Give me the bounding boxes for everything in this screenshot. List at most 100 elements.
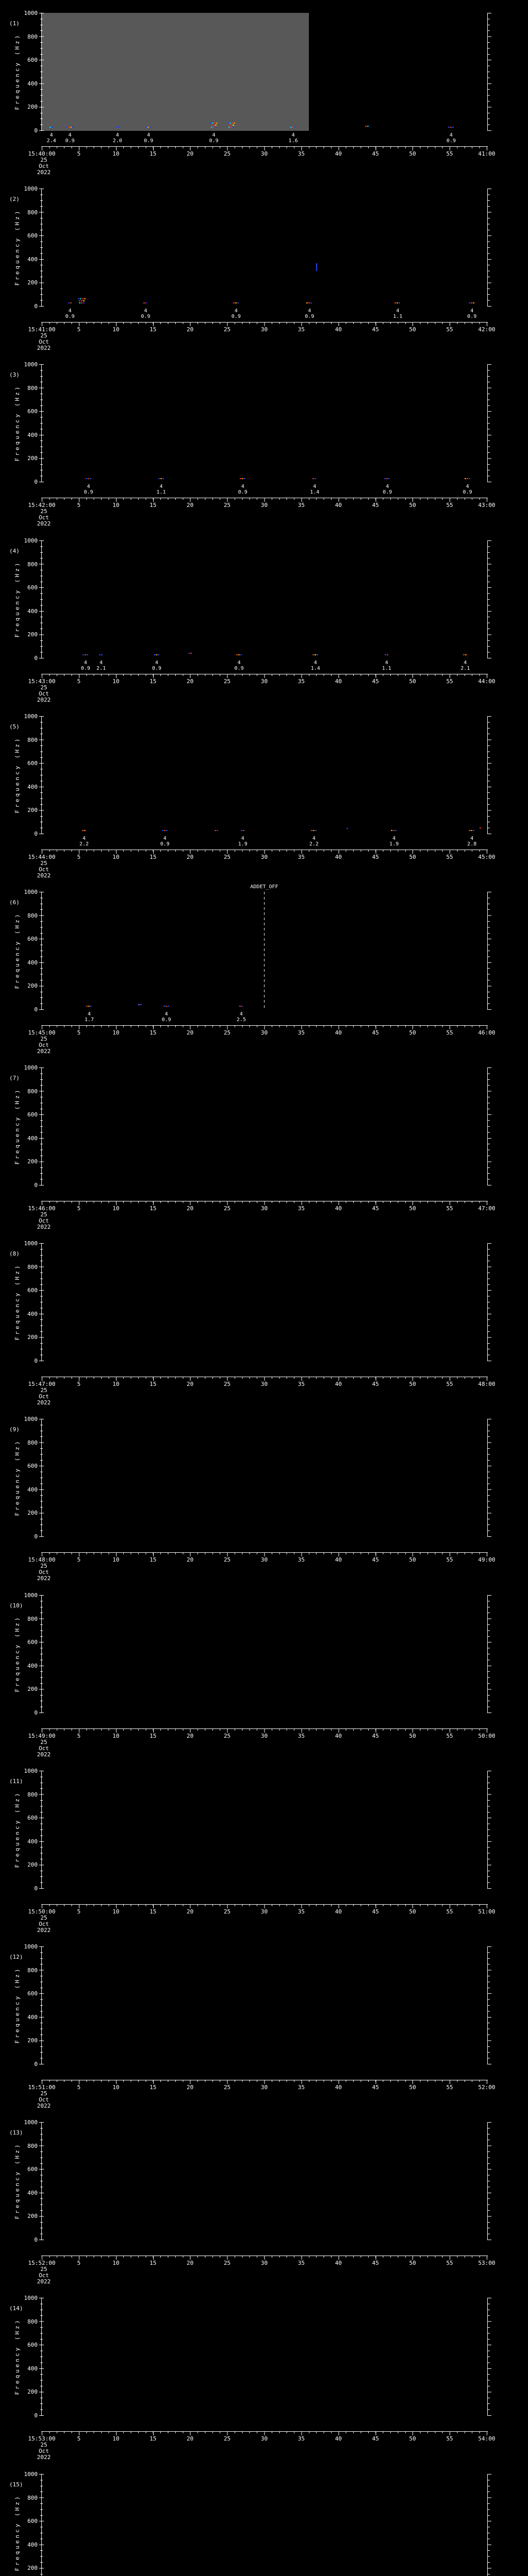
x-tick-label: 10 bbox=[112, 2084, 120, 2091]
detection-pixel bbox=[230, 125, 233, 126]
x-tick-label: 50 bbox=[409, 1029, 416, 1036]
x-axis-line bbox=[41, 2431, 488, 2432]
x-axis-line bbox=[41, 1025, 488, 1026]
detection-label-count: 4 bbox=[68, 308, 72, 314]
shaded-region bbox=[41, 13, 309, 131]
detection-label-count: 4 bbox=[239, 1011, 243, 1017]
detection-marker bbox=[290, 127, 296, 128]
y-axis-label: Frequency (Hz) bbox=[14, 1088, 21, 1165]
y-axis-left-spine bbox=[41, 540, 42, 658]
y-axis-left-spine bbox=[41, 1243, 42, 1361]
detection-marker bbox=[161, 830, 168, 831]
y-tick-label: 600 bbox=[27, 1639, 38, 1646]
y-tick-label: 0 bbox=[34, 655, 38, 662]
x-tick-label: 5 bbox=[77, 1205, 81, 1212]
detection-marker bbox=[236, 654, 242, 655]
detection-pixel bbox=[140, 1004, 142, 1005]
detection-pixel bbox=[153, 654, 155, 655]
x-tick-label: 25 bbox=[223, 1908, 231, 1915]
detection-label-count: 4 bbox=[100, 660, 103, 666]
x-tick-label: 55 bbox=[446, 1556, 453, 1563]
date-line: 2022 bbox=[37, 1048, 51, 1055]
detection-label-count: 4 bbox=[312, 836, 316, 841]
x-tick-label: 30 bbox=[260, 2260, 268, 2266]
x-tick-label-end: 46:00 bbox=[478, 1029, 496, 1036]
detection-label: 4 1.1 bbox=[387, 308, 408, 319]
detection-label-count: 4 bbox=[88, 1011, 91, 1017]
x-tick-label: 10 bbox=[112, 1733, 120, 1739]
x-tick-label: 15 bbox=[150, 1205, 157, 1212]
y-tick-label: 0 bbox=[34, 1006, 38, 1013]
detection-pixel bbox=[393, 830, 395, 831]
x-tick-label: 20 bbox=[187, 326, 194, 333]
detection-marker bbox=[228, 125, 235, 126]
detection-label-value: 1.1 bbox=[382, 666, 391, 671]
x-tick-label: 20 bbox=[187, 2435, 194, 2442]
detection-label-count: 4 bbox=[147, 132, 151, 138]
date-label: 25 Oct 2022 bbox=[28, 1915, 59, 1934]
detection-label-value: 1.7 bbox=[85, 1017, 94, 1023]
y-tick-label: 0 bbox=[34, 1533, 38, 1540]
x-tick-label: 45 bbox=[372, 854, 379, 860]
y-axis-left-spine bbox=[41, 2474, 42, 2576]
detection-marker bbox=[86, 1006, 92, 1007]
x-tick-label: 45 bbox=[372, 1029, 379, 1036]
y-tick-label: 200 bbox=[27, 2037, 38, 2044]
detection-marker bbox=[312, 478, 317, 479]
date-line: Oct bbox=[39, 2272, 49, 2279]
x-tick-label: 5 bbox=[77, 1029, 81, 1036]
detection-pixel bbox=[165, 1006, 167, 1007]
x-tick-label: 45 bbox=[372, 2435, 379, 2442]
detection-label-count: 4 bbox=[241, 836, 244, 841]
x-tick-label: 35 bbox=[298, 2435, 305, 2442]
x-tick-label: 30 bbox=[260, 326, 268, 333]
y-axis-right-major-ticks bbox=[488, 13, 491, 131]
x-tick-label: 5 bbox=[77, 1733, 81, 1739]
detection-label-value: 0.9 bbox=[463, 489, 472, 495]
y-axis-right-spine bbox=[487, 13, 488, 131]
detection-marker bbox=[188, 653, 192, 654]
detection-pixel bbox=[212, 127, 214, 128]
panel-index-label: (5) bbox=[9, 723, 20, 730]
x-axis-major-ticks bbox=[42, 147, 488, 150]
date-line: 25 bbox=[40, 157, 47, 163]
x-tick-label: 40 bbox=[335, 1908, 342, 1915]
x-tick-label: 15 bbox=[150, 1908, 157, 1915]
x-tick-label: 20 bbox=[187, 1733, 194, 1739]
y-axis-left-spine bbox=[41, 1419, 42, 1537]
y-tick-label: 600 bbox=[27, 2342, 38, 2349]
x-tick-label: 15 bbox=[150, 1381, 157, 1387]
detection-label-value: 1.9 bbox=[389, 841, 399, 847]
detection-pixel bbox=[316, 654, 318, 655]
y-axis-label: Frequency (Hz) bbox=[14, 912, 21, 989]
detection-pixel bbox=[143, 302, 145, 303]
detection-marker bbox=[240, 830, 245, 831]
date-line: Oct bbox=[39, 1745, 49, 1752]
y-tick-label: 0 bbox=[34, 1885, 38, 1892]
detection-pixel bbox=[235, 302, 237, 303]
date-label: 25 Oct 2022 bbox=[28, 2442, 59, 2461]
detection-marker bbox=[77, 298, 86, 299]
detection-label-value: 0.9 bbox=[305, 314, 315, 319]
y-axis-right-spine bbox=[487, 1419, 488, 1537]
detection-pixel bbox=[397, 302, 399, 303]
detection-pixel bbox=[84, 654, 86, 655]
x-tick-label: 25 bbox=[223, 502, 231, 509]
detection-pixel bbox=[158, 478, 160, 479]
date-label: 25 Oct 2022 bbox=[28, 1387, 59, 1406]
x-tick-label: 50 bbox=[409, 1908, 416, 1915]
detection-marker bbox=[464, 478, 471, 479]
x-tick-label: 55 bbox=[446, 1381, 453, 1387]
y-tick-label: 400 bbox=[27, 1662, 38, 1669]
date-line: 2022 bbox=[37, 2454, 51, 2461]
date-label: 25 Oct 2022 bbox=[28, 685, 59, 703]
x-tick-label-start: 15:40:00 bbox=[28, 150, 56, 157]
date-label: 25 Oct 2022 bbox=[28, 333, 59, 351]
detection-label-count: 4 bbox=[50, 132, 53, 138]
y-axis-right-major-ticks bbox=[488, 892, 491, 1010]
x-tick-label-end: 53:00 bbox=[478, 2260, 496, 2266]
x-tick-label-start: 15:48:00 bbox=[28, 1556, 56, 1563]
date-line: 2022 bbox=[37, 872, 51, 879]
detection-pixel bbox=[306, 302, 308, 303]
x-tick-label: 40 bbox=[335, 678, 342, 685]
